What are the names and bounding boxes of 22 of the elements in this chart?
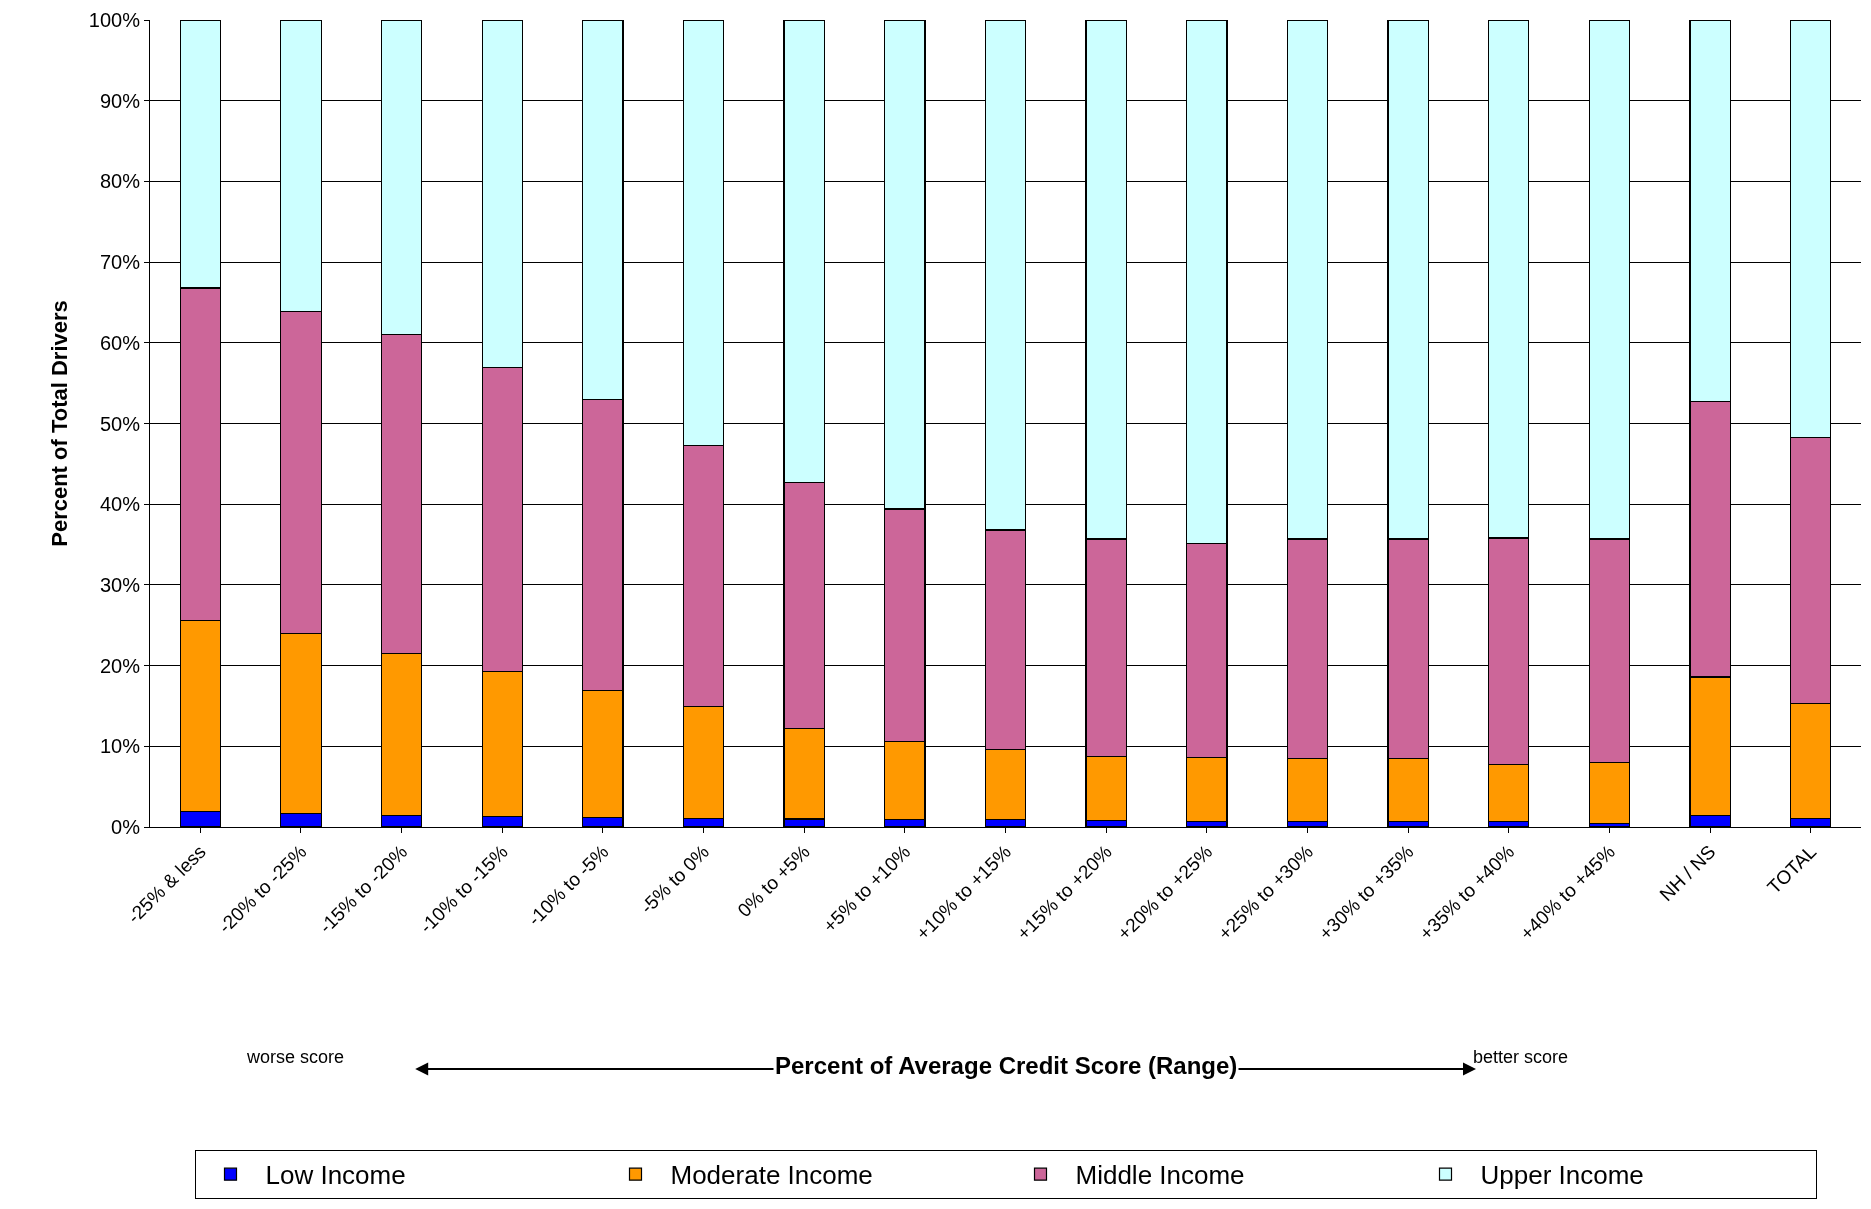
y-tick-label: 30%	[99, 573, 141, 596]
y-tick-label: 60%	[99, 331, 141, 354]
y-axis-title: Percent of Total Drivers	[46, 300, 72, 547]
y-tick-label: 40%	[99, 493, 141, 516]
x-tick-label: 0% to +5%	[733, 840, 814, 922]
y-tick-label: 50%	[99, 412, 141, 435]
y-tick-label: 10%	[99, 735, 141, 758]
y-tick-label: 20%	[99, 654, 141, 677]
legend-label: Moderate Income	[670, 1160, 873, 1191]
x-tick-label: NH / NS	[1655, 841, 1720, 906]
x-axis-title: Percent of Average Credit Score (Range)	[775, 1052, 1238, 1079]
y-tick-label: 80%	[99, 170, 141, 193]
y-tick-label: 0%	[111, 816, 141, 838]
text: worse score	[246, 1047, 345, 1067]
x-tick-label: -5% to 0%	[636, 840, 714, 918]
y-tick-label: 90%	[99, 89, 141, 112]
legend-label: Middle Income	[1075, 1160, 1245, 1191]
legend-label: Low Income	[265, 1160, 406, 1191]
legend-label: Upper Income	[1480, 1160, 1644, 1191]
y-tick-label: 70%	[99, 251, 141, 274]
text: better score	[1473, 1047, 1569, 1067]
y-tick-label: 100%	[88, 9, 141, 31]
